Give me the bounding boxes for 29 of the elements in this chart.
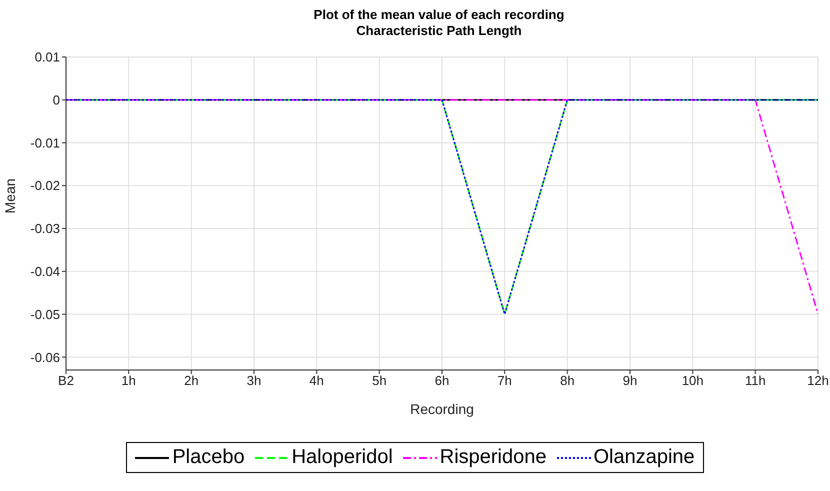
x-tick-label: 11h	[744, 373, 766, 388]
legend-label: Placebo	[171, 446, 245, 469]
y-tick-label: 0.01	[34, 50, 60, 65]
x-tick-label: 1h	[121, 373, 136, 388]
y-tick-label: -0.04	[30, 264, 60, 279]
y-tick-label: -0.05	[30, 306, 60, 322]
y-tick-label: -0.03	[30, 221, 60, 236]
chart-subtitle: Characteristic Path Length	[355, 23, 523, 39]
x-tick-label: 10h	[682, 373, 704, 388]
x-axis-title: Recording	[410, 401, 474, 417]
legend-label: Olanzapine	[592, 446, 695, 469]
y-tick-label: -0.02	[30, 178, 60, 194]
y-tick-label: 0	[52, 92, 60, 108]
y-tick-label: -0.06	[30, 350, 60, 365]
y-axis-title: Mean	[2, 178, 18, 214]
x-tick-label: 7h	[497, 373, 512, 388]
x-tick-label: 9h	[622, 373, 638, 388]
x-tick-label: 4h	[309, 373, 324, 388]
chart-title: Plot of the mean value of each recording	[312, 7, 566, 23]
legend-label: Haloperidol	[290, 446, 393, 469]
x-tick-label: 5h	[372, 373, 387, 388]
x-tick-label: B2	[58, 373, 74, 388]
y-tick-label: -0.01	[30, 135, 60, 150]
x-tick-label: 6h	[434, 373, 450, 388]
legend-label: Risperidone	[438, 446, 546, 469]
x-tick-label: 3h	[246, 373, 262, 388]
x-tick-label: 2h	[184, 373, 199, 388]
x-tick-label: 8h	[560, 373, 575, 388]
x-tick-label: 12h	[807, 373, 829, 388]
